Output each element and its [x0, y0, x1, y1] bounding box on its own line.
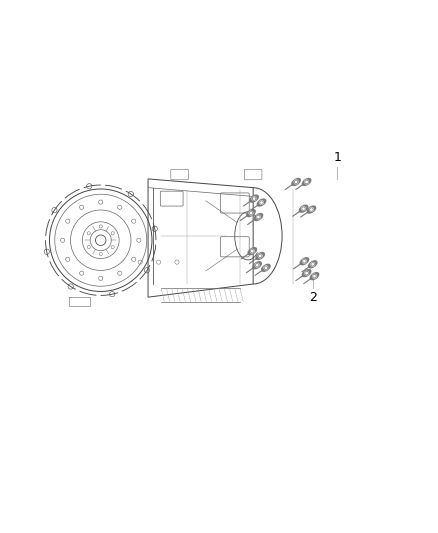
Circle shape	[264, 266, 268, 270]
Circle shape	[303, 260, 306, 263]
Circle shape	[255, 263, 259, 267]
Ellipse shape	[254, 214, 263, 221]
Ellipse shape	[256, 253, 265, 260]
Circle shape	[310, 208, 313, 211]
Ellipse shape	[299, 205, 308, 212]
Ellipse shape	[292, 179, 300, 185]
Circle shape	[252, 197, 256, 200]
Circle shape	[294, 180, 298, 184]
Circle shape	[260, 201, 263, 204]
Ellipse shape	[261, 264, 270, 271]
Circle shape	[258, 254, 262, 258]
Ellipse shape	[310, 273, 319, 280]
Ellipse shape	[308, 261, 317, 268]
Ellipse shape	[253, 262, 261, 269]
Text: 2: 2	[309, 290, 317, 304]
Ellipse shape	[250, 195, 258, 202]
Circle shape	[313, 274, 316, 278]
Ellipse shape	[302, 270, 311, 277]
Ellipse shape	[248, 248, 257, 255]
Ellipse shape	[247, 209, 255, 216]
Circle shape	[302, 207, 305, 211]
Circle shape	[251, 249, 254, 253]
Circle shape	[305, 271, 308, 275]
Circle shape	[311, 263, 314, 266]
Ellipse shape	[257, 199, 266, 206]
Text: 1: 1	[333, 150, 341, 164]
Circle shape	[257, 215, 260, 219]
Ellipse shape	[300, 258, 309, 265]
Ellipse shape	[302, 179, 311, 185]
Circle shape	[305, 180, 308, 184]
Ellipse shape	[307, 206, 316, 213]
Circle shape	[249, 211, 253, 215]
